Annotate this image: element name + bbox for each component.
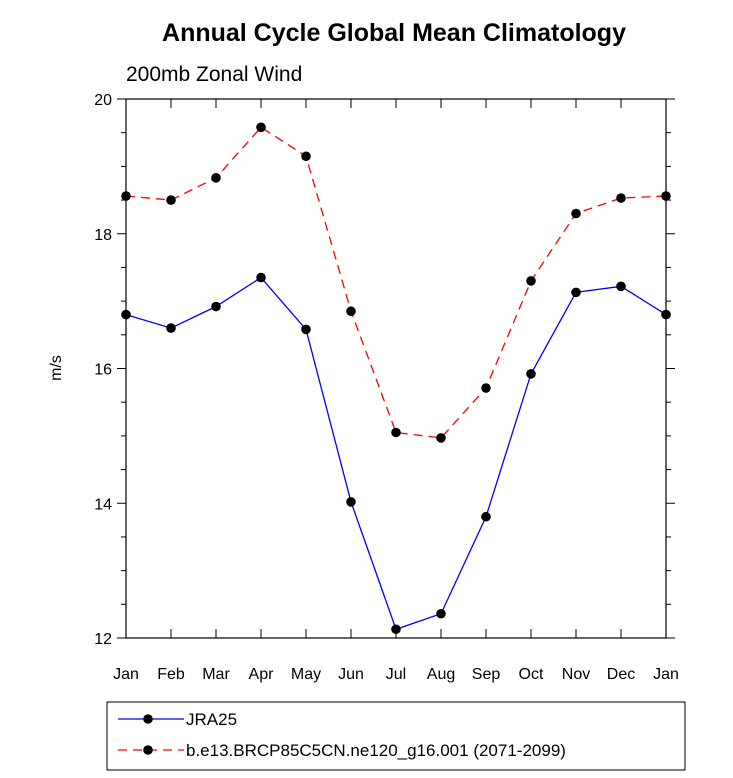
plot-frame bbox=[125, 98, 667, 639]
data-point bbox=[301, 151, 311, 162]
x-tick-label: May bbox=[291, 666, 321, 683]
data-point bbox=[166, 195, 176, 205]
data-point bbox=[481, 511, 491, 522]
data-point bbox=[616, 193, 626, 203]
series-1 bbox=[121, 272, 671, 635]
legend-label: JRA25 bbox=[186, 710, 237, 729]
data-point bbox=[436, 433, 446, 443]
x-tick-label: Mar bbox=[202, 666, 230, 683]
legend-item: JRA25 bbox=[118, 710, 237, 729]
data-point bbox=[391, 427, 401, 438]
data-point bbox=[661, 309, 671, 320]
x-tick-label: Apr bbox=[249, 666, 275, 683]
x-tick-label: Dec bbox=[607, 666, 635, 683]
chart-subtitle: 200mb Zonal Wind bbox=[126, 63, 302, 86]
legend-marker bbox=[143, 714, 153, 724]
y-tick-label: 12 bbox=[94, 631, 112, 648]
data-point bbox=[346, 497, 356, 507]
legend-item: b.e13.BRCP85C5CN.ne120_g16.001 (2071-209… bbox=[118, 741, 566, 760]
x-tick-label: Jan bbox=[113, 666, 139, 683]
data-point bbox=[301, 324, 311, 335]
data-point bbox=[211, 301, 221, 312]
legend-box bbox=[106, 701, 686, 771]
x-tick-label: Jan bbox=[653, 666, 679, 683]
data-point bbox=[526, 369, 536, 379]
data-point bbox=[481, 383, 491, 393]
data-point bbox=[526, 276, 536, 286]
data-point bbox=[256, 272, 266, 283]
series-line bbox=[125, 276, 667, 631]
legend-marker bbox=[143, 745, 153, 755]
data-point bbox=[571, 287, 581, 298]
data-point bbox=[121, 309, 131, 320]
y-tick-label: 14 bbox=[94, 496, 112, 513]
series-layer bbox=[121, 122, 671, 635]
y-tick-label: 18 bbox=[94, 227, 112, 244]
y-tick-label: 20 bbox=[94, 92, 112, 109]
data-point bbox=[211, 173, 221, 183]
series-2 bbox=[121, 122, 671, 443]
x-tick-label: Sep bbox=[472, 666, 501, 683]
x-tick-label: Feb bbox=[157, 666, 185, 683]
data-point bbox=[391, 624, 401, 635]
x-tick-label: Aug bbox=[427, 666, 455, 683]
data-point bbox=[436, 608, 446, 619]
legend: JRA25 b.e13.BRCP85C5CN.ne120_g16.001 (207… bbox=[106, 701, 686, 771]
y-axis-label: m/s bbox=[48, 355, 65, 381]
y-tick-label: 16 bbox=[94, 362, 112, 379]
data-point bbox=[346, 306, 356, 317]
data-point bbox=[121, 191, 131, 201]
data-point bbox=[616, 281, 626, 292]
x-tick-label: Nov bbox=[562, 666, 590, 683]
data-point bbox=[256, 122, 266, 133]
chart-title: Annual Cycle Global Mean Climatology bbox=[162, 19, 626, 47]
data-point bbox=[661, 191, 671, 201]
series-line bbox=[125, 126, 667, 439]
data-point bbox=[166, 323, 176, 333]
data-point bbox=[571, 208, 581, 219]
axis-ticks: Jan Feb Mar Apr May Jun Jul Aug Sep Oct Nov Dec Jan 1… bbox=[94, 92, 679, 683]
legend-label: b.e13.BRCP85C5CN.ne120_g16.001 (2071-209… bbox=[186, 741, 566, 760]
x-tick-label: Jun bbox=[338, 666, 364, 683]
x-tick-label: Oct bbox=[519, 666, 544, 683]
x-tick-label: Jul bbox=[386, 666, 406, 683]
